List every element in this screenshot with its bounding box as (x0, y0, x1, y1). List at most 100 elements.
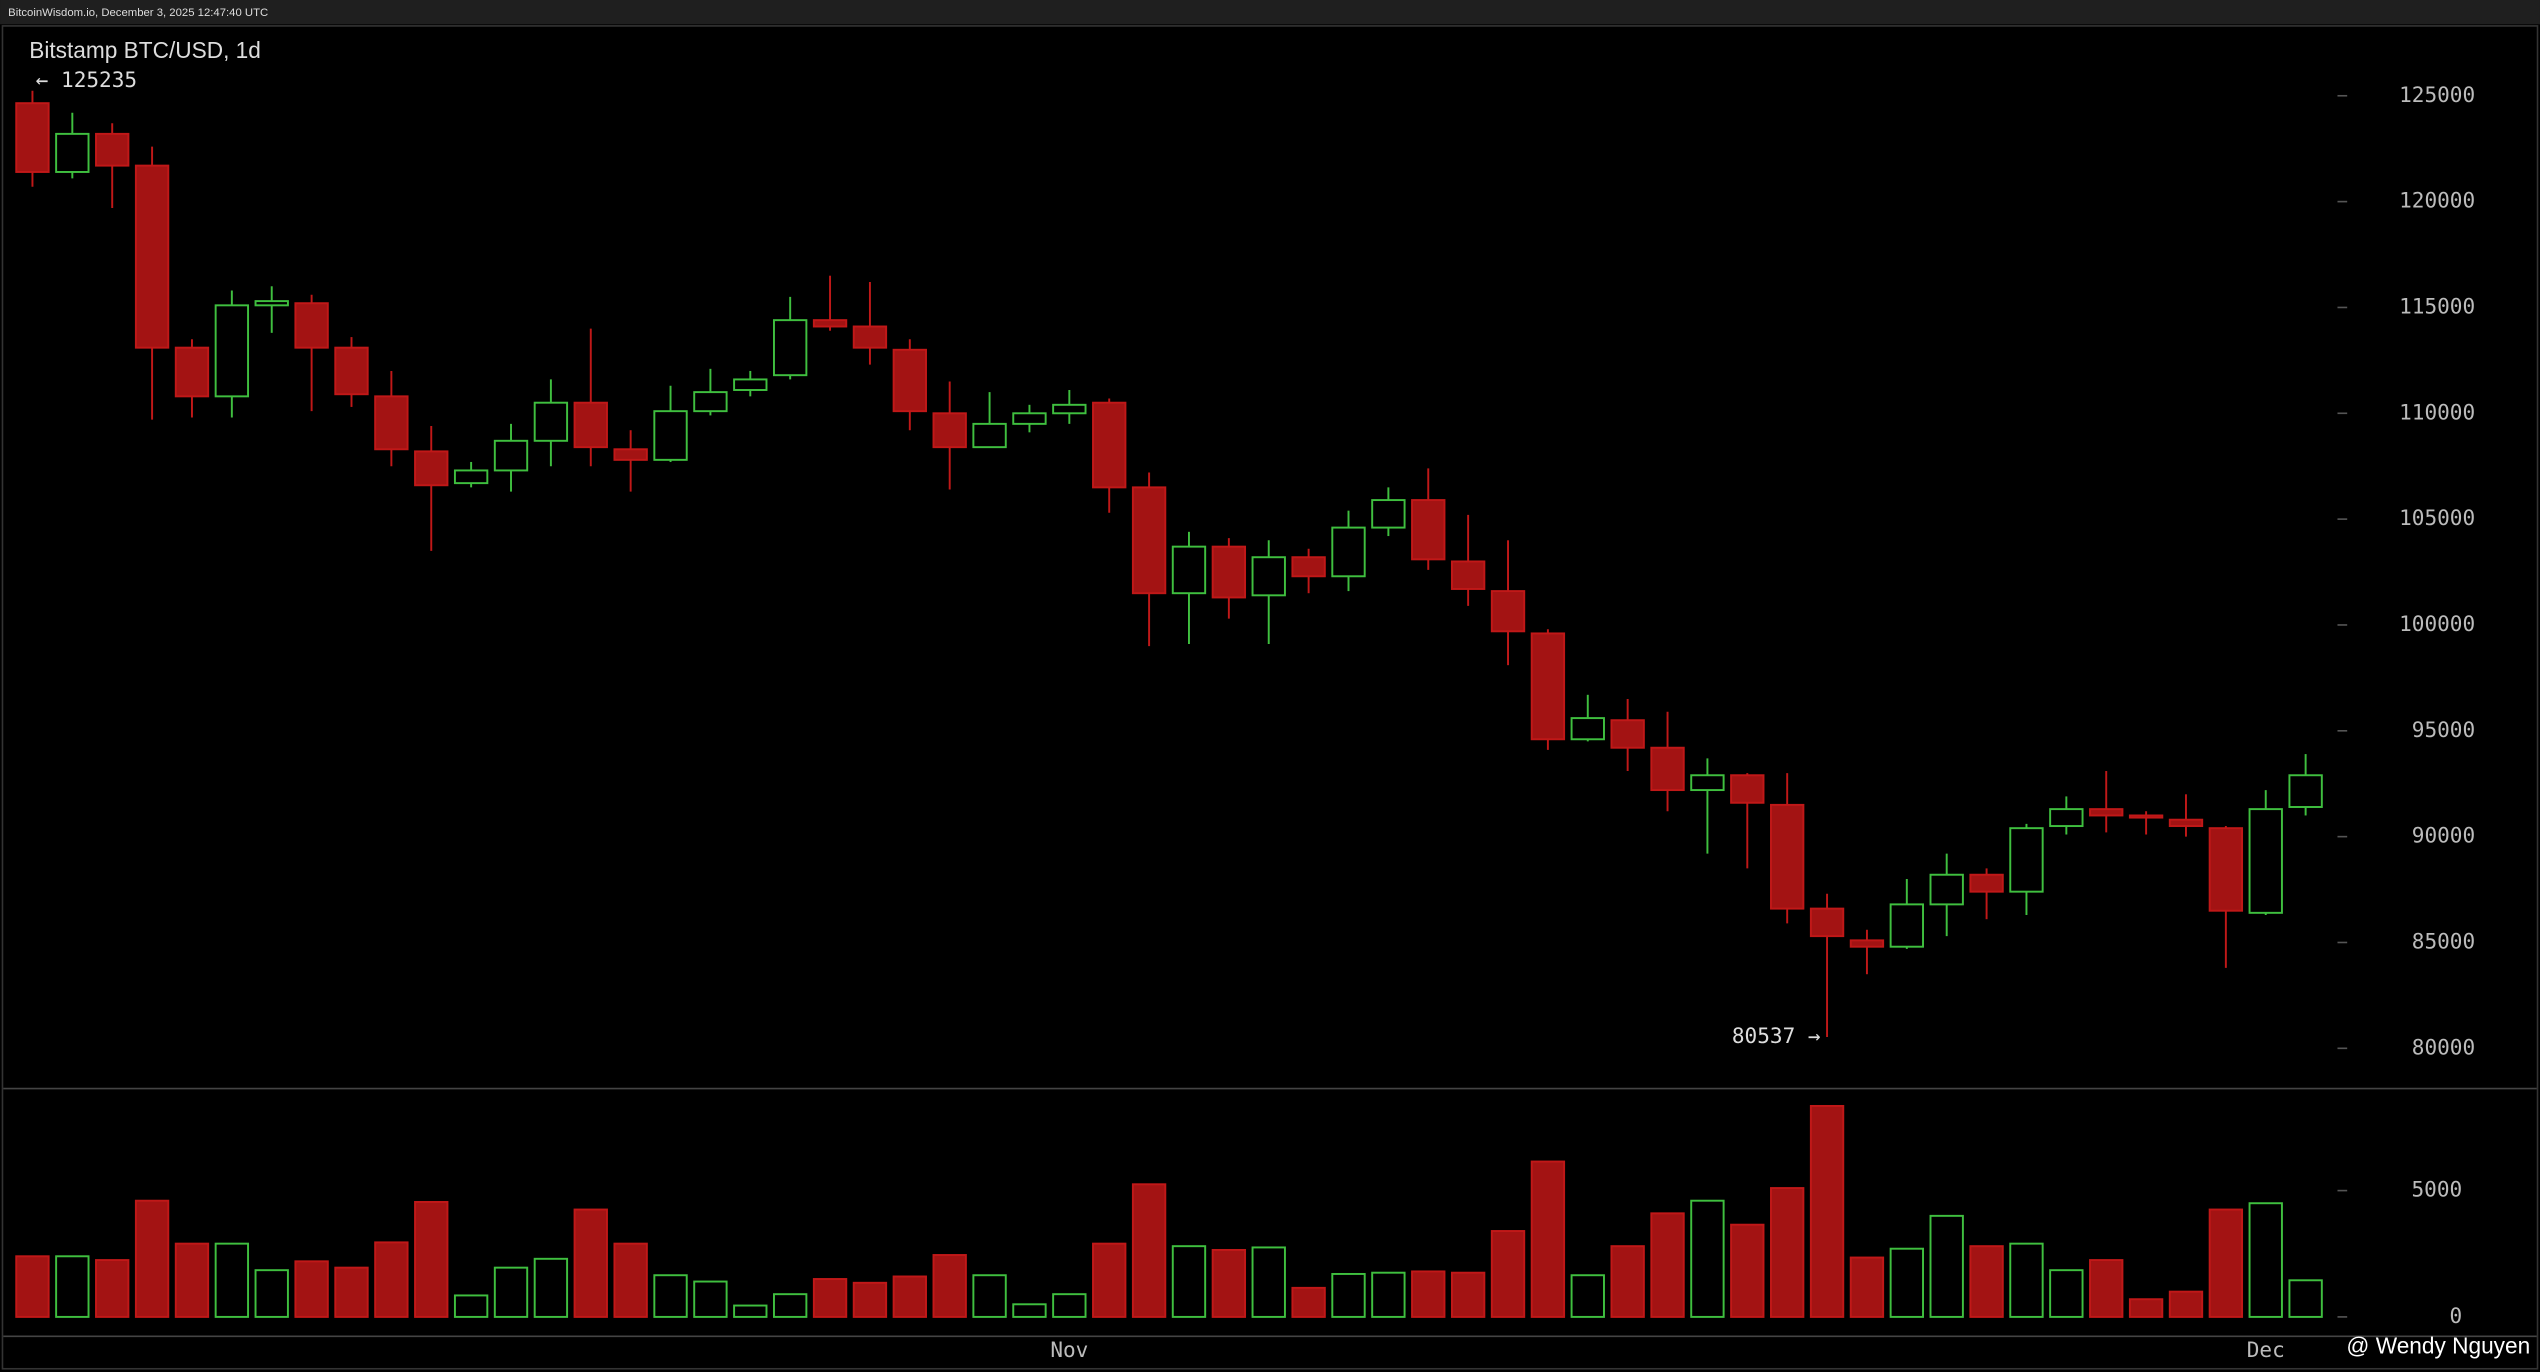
candle-body (1012, 412, 1047, 425)
candle-body (1969, 873, 2004, 893)
candle-body (2208, 827, 2244, 912)
candle-body (1889, 903, 1924, 948)
candle-body (214, 304, 250, 398)
candle-body (812, 319, 848, 328)
y-tick-label: 115000 (2399, 293, 2475, 318)
volume-bar (414, 1200, 449, 1318)
volume-bar (1650, 1212, 1685, 1318)
candle-body (1411, 499, 1446, 561)
y-tick-label: 125000 (2399, 82, 2475, 107)
candle-body (1211, 545, 1247, 599)
candle-body (334, 346, 369, 396)
candle-body (2049, 808, 2084, 828)
y-tick-label: 85000 (2412, 928, 2475, 953)
volume-bar (294, 1260, 329, 1318)
volume-bar (1929, 1214, 1964, 1318)
volume-bar (1770, 1187, 1805, 1318)
volume-bar (2089, 1259, 2124, 1318)
candle-body (1690, 774, 1725, 792)
volume-bar (653, 1274, 688, 1318)
volume-bar (1610, 1245, 1645, 1318)
volume-bar (1809, 1104, 1845, 1318)
y-tick-label: 0 (2450, 1303, 2463, 1328)
volume-bar (453, 1294, 489, 1318)
candle-body (733, 378, 768, 391)
candle-body (1092, 401, 1127, 489)
candle-body (1809, 907, 1845, 938)
volume-bar (2009, 1242, 2044, 1318)
candle-body (1251, 556, 1286, 597)
candle-body (1450, 560, 1486, 590)
annotation: 80537 → (1732, 1023, 1821, 1048)
volume-bar (773, 1293, 808, 1318)
candle-body (1650, 746, 1685, 792)
volume-bar (613, 1242, 648, 1318)
candle-body (1371, 499, 1406, 529)
volume-bar (852, 1281, 888, 1318)
volume-bar (1092, 1242, 1127, 1318)
volume-bar (733, 1304, 768, 1318)
volume-bar (972, 1274, 1007, 1318)
candle-body (254, 300, 289, 307)
candle-body (1610, 719, 1645, 749)
y-tick-label: 120000 (2399, 188, 2475, 213)
top-bar (0, 0, 2540, 25)
candle-body (852, 325, 888, 349)
volume-bar (2049, 1269, 2084, 1318)
frame (1, 25, 2539, 1370)
volume-bar (1012, 1303, 1047, 1318)
volume-bar (1171, 1245, 1207, 1318)
candle-body (2168, 818, 2204, 828)
volume-bar (533, 1257, 569, 1318)
candle-body (1131, 486, 1167, 595)
x-tick-label: Nov (1050, 1337, 1088, 1362)
volume-bar (2168, 1290, 2204, 1318)
chart-title: Bitstamp BTC/USD, 1d (29, 37, 261, 63)
candle-body (573, 401, 608, 449)
volume-bar (812, 1278, 848, 1318)
volume-bar (932, 1254, 967, 1318)
candle-body (15, 102, 50, 173)
candle-body (1770, 803, 1805, 910)
volume-bar (1969, 1245, 2004, 1318)
volume-bar (1251, 1246, 1286, 1318)
volume-bar (573, 1208, 608, 1318)
volume-bar (214, 1242, 250, 1318)
candle-body (1291, 556, 1326, 578)
volume-bar (174, 1242, 210, 1318)
volume-bar (693, 1280, 728, 1318)
candle-body (2248, 808, 2283, 914)
candle-body (1929, 873, 1964, 906)
candle-body (653, 410, 688, 461)
volume-bar (1131, 1183, 1167, 1318)
candle-body (2089, 808, 2124, 817)
candle-body (1331, 526, 1366, 578)
volume-bar (1052, 1293, 1087, 1318)
volume-bar (2208, 1208, 2244, 1318)
volume-bar (1570, 1274, 1605, 1318)
candle-body (1490, 590, 1526, 633)
volume-bar (134, 1199, 170, 1318)
candle-body (2128, 814, 2164, 819)
candle-body (95, 132, 130, 167)
volume-bar (1450, 1271, 1486, 1318)
volume-bar (374, 1241, 409, 1318)
volume-bar (1331, 1272, 1366, 1318)
candle-body (533, 401, 569, 442)
volume-bar (1730, 1223, 1765, 1318)
volume-bar (55, 1255, 90, 1318)
volume-bar (1291, 1286, 1326, 1318)
candle-body (773, 319, 808, 377)
volume-bar (2128, 1298, 2164, 1318)
candle-body (493, 439, 529, 472)
candle-body (932, 412, 967, 449)
candle-body (55, 132, 90, 173)
candle-body (294, 302, 329, 349)
candle-body (1849, 939, 1885, 948)
candle-body (2288, 774, 2323, 808)
volume-bar (1411, 1270, 1446, 1318)
y-tick-label: 90000 (2412, 823, 2475, 848)
volume-bar (1889, 1247, 1924, 1318)
